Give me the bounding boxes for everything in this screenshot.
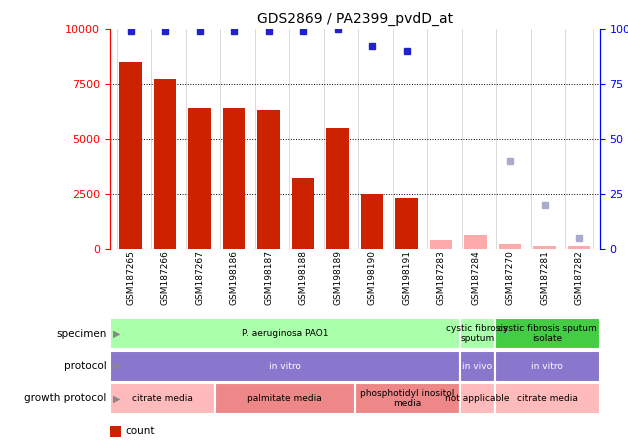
Text: in vitro: in vitro — [269, 361, 301, 371]
Text: ▶: ▶ — [113, 361, 121, 371]
Bar — [188, 108, 211, 249]
Bar — [533, 246, 556, 249]
Text: cystic fibrosis
sputum: cystic fibrosis sputum — [447, 324, 508, 343]
Bar — [355, 383, 460, 414]
Text: palmitate media: palmitate media — [247, 394, 322, 403]
Text: citrate media: citrate media — [132, 394, 193, 403]
Bar — [460, 318, 495, 349]
Bar — [495, 383, 600, 414]
Text: P. aeruginosa PAO1: P. aeruginosa PAO1 — [242, 329, 328, 338]
Text: ▶: ▶ — [113, 329, 121, 339]
Text: GSM198191: GSM198191 — [402, 250, 411, 305]
Text: not applicable: not applicable — [445, 394, 509, 403]
Bar — [119, 62, 142, 249]
Bar — [430, 240, 452, 249]
Bar — [110, 383, 215, 414]
Text: GSM187266: GSM187266 — [161, 250, 170, 305]
Text: ▶: ▶ — [113, 393, 121, 404]
Bar — [464, 235, 487, 249]
Bar — [292, 178, 314, 249]
Bar — [327, 128, 349, 249]
Text: GSM187267: GSM187267 — [195, 250, 204, 305]
Text: GSM198190: GSM198190 — [367, 250, 377, 305]
Text: GSM187270: GSM187270 — [506, 250, 514, 305]
Bar — [568, 246, 590, 249]
Bar — [223, 108, 246, 249]
Bar — [460, 383, 495, 414]
Text: GSM187283: GSM187283 — [436, 250, 445, 305]
Text: GSM198186: GSM198186 — [230, 250, 239, 305]
Text: in vivo: in vivo — [462, 361, 492, 371]
Bar — [495, 318, 600, 349]
Text: in vitro: in vitro — [531, 361, 563, 371]
Text: GSM187265: GSM187265 — [126, 250, 135, 305]
Text: citrate media: citrate media — [517, 394, 578, 403]
Bar — [361, 194, 383, 249]
Text: GSM187281: GSM187281 — [540, 250, 549, 305]
Text: GSM198187: GSM198187 — [264, 250, 273, 305]
Bar — [495, 350, 600, 382]
Text: protocol: protocol — [64, 361, 107, 371]
Text: GSM198189: GSM198189 — [333, 250, 342, 305]
Bar — [154, 79, 176, 249]
Text: phosphotidyl inositol
media: phosphotidyl inositol media — [360, 389, 455, 408]
Text: GSM198188: GSM198188 — [298, 250, 308, 305]
Text: GSM187284: GSM187284 — [471, 250, 480, 305]
Bar — [396, 198, 418, 249]
Text: count: count — [126, 426, 155, 436]
Bar — [460, 350, 495, 382]
Bar — [110, 318, 460, 349]
Bar — [110, 350, 460, 382]
Title: GDS2869 / PA2399_pvdD_at: GDS2869 / PA2399_pvdD_at — [257, 12, 453, 27]
Text: specimen: specimen — [57, 329, 107, 339]
Text: GSM187282: GSM187282 — [575, 250, 583, 305]
Bar — [215, 383, 355, 414]
Text: growth protocol: growth protocol — [24, 393, 107, 404]
Text: cystic fibrosis sputum
isolate: cystic fibrosis sputum isolate — [498, 324, 597, 343]
Bar — [257, 110, 280, 249]
Bar — [499, 244, 521, 249]
